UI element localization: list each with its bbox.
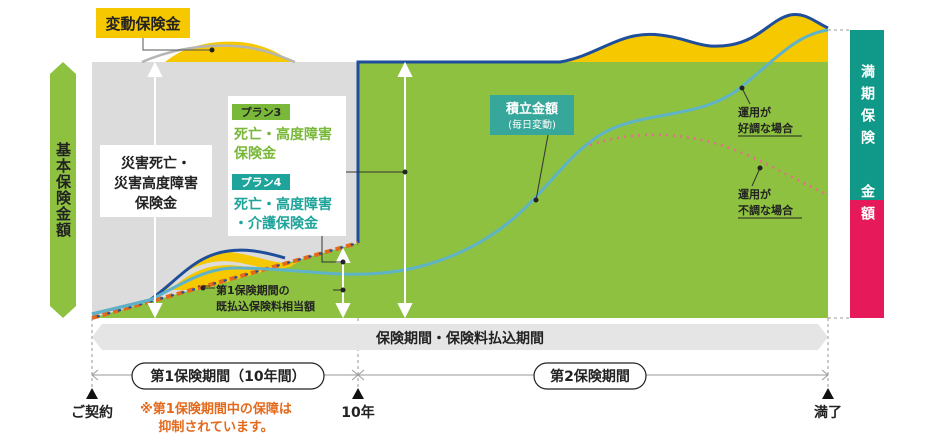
- variable-area-top-right: [560, 14, 828, 62]
- basic-amount-arrow-second: [397, 61, 413, 319]
- good-pointer: [741, 87, 751, 105]
- second-period-pill: [533, 362, 647, 390]
- first-period-label: 第1保険期間（10年間）: [150, 368, 305, 385]
- accumulated-amount-title: 積立金額: [505, 101, 558, 117]
- variable-area-first-period-fill: [170, 252, 330, 290]
- disaster-line-2: 災害高度障害: [114, 175, 198, 192]
- note-line-1: ※第1保険期間中の保障は: [140, 401, 292, 417]
- maturity-amount-label-top: 満期保険: [859, 63, 876, 152]
- good-performance-line-1: 運用が: [738, 105, 771, 119]
- disaster-line-3: 保険金: [134, 195, 178, 212]
- basic-insurance-amount-label: 基本保険金額: [54, 141, 72, 238]
- ten-years-label: 10年: [341, 404, 374, 421]
- maturity-amount-top: [850, 30, 884, 200]
- plan3-tag: [232, 104, 290, 120]
- plan-arrow: [335, 247, 351, 319]
- note-line-2: 抑制されています。: [158, 419, 273, 435]
- ten-years-marker-icon: [352, 388, 364, 399]
- insurance-period-bar: [92, 324, 828, 350]
- plan4-tag: [232, 174, 290, 190]
- basic-insurance-amount-badge: [50, 62, 76, 318]
- disaster-line-1: 災害死亡・: [121, 155, 191, 172]
- poor-performance-line-1: 運用が: [738, 187, 771, 201]
- maturity-label: 満了: [814, 404, 842, 421]
- variable-insurance-pointer: [142, 38, 212, 51]
- good-performance-line-2: 好調な場合: [737, 121, 794, 135]
- variable-insurance-badge: [96, 8, 190, 38]
- second-period-area: [358, 62, 828, 318]
- plan4-tag-label: プラン4: [241, 175, 282, 189]
- plan3-tag-label: プラン3: [241, 105, 282, 119]
- first-period-pill: [131, 362, 325, 390]
- disaster-insurance-box: [100, 145, 212, 217]
- navy-line-first-period: [91, 248, 286, 316]
- accumulated-amount-badge: [490, 95, 574, 135]
- plan4-line-1: 死亡・高度障害: [233, 196, 332, 213]
- contract-marker-icon: [86, 388, 98, 399]
- variable-insurance-label: 変動保険金: [105, 15, 181, 33]
- maturity-amount-bottom: [850, 200, 884, 318]
- contract-label: ご契約: [71, 404, 113, 421]
- variable-area-first-period: [160, 252, 298, 296]
- poor-performance-line-2: 不調な場合: [738, 203, 794, 217]
- plan4-line-2: ・介護保険金: [234, 215, 319, 232]
- navy-line-second-period: [356, 12, 829, 243]
- plan-pointer-down: [321, 236, 343, 263]
- plan3-line-1: 死亡・高度障害: [233, 126, 332, 143]
- poor-pointer: [751, 167, 761, 187]
- accumulated-amount-sub: (毎日変動): [508, 118, 556, 131]
- insurance-period-label: 保険期間・保険料払込期間: [375, 330, 544, 347]
- second-period-label: 第2保険期間: [550, 368, 630, 385]
- variable-curve-top-gray: [141, 44, 296, 64]
- paid-label-line-2: 既払込保険料相当額: [216, 299, 315, 313]
- maturity-marker-icon: [822, 388, 834, 399]
- accumulated-pointer: [535, 134, 549, 201]
- paid-premium-line-navy: [91, 242, 359, 319]
- paid-label-line-1: 第1保険期間の: [216, 283, 290, 297]
- maturity-amount-label-bottom: 金額: [859, 183, 876, 228]
- plan3-line-2: 保険金: [233, 145, 277, 162]
